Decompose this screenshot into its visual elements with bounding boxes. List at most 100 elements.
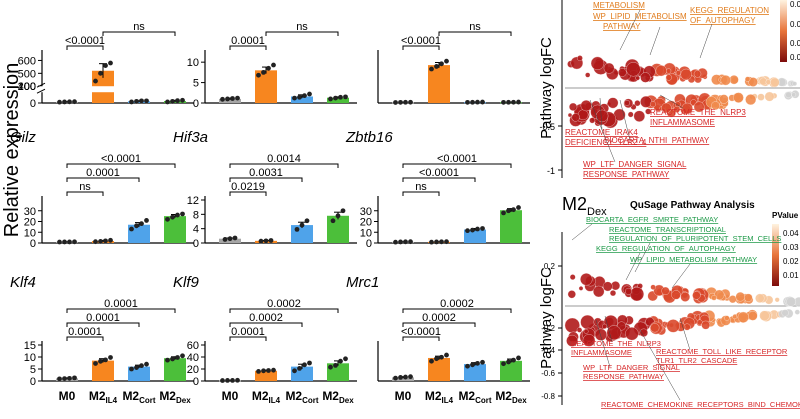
data-point — [72, 375, 77, 381]
significance-bracket — [438, 31, 512, 36]
significance-bracket — [402, 336, 440, 341]
pathway-bubble — [711, 295, 717, 301]
pathway-label: WP_LIPID_METABOLISM — [593, 12, 687, 21]
pathway-bubble — [737, 311, 749, 323]
y-tick-label: 0 — [193, 238, 199, 250]
y-tick-label: 400 — [18, 81, 36, 93]
qusage-y-axis-label: Pathway logFC — [538, 37, 555, 139]
leader-line — [671, 263, 691, 289]
significance-label: ns — [133, 21, 145, 33]
data-point — [470, 99, 475, 105]
qusage-title: QuSage Pathway Analysis — [630, 200, 755, 211]
y-tick-label: 0 — [30, 376, 36, 388]
significance-label: <0.0001 — [419, 167, 459, 179]
data-point — [398, 99, 403, 105]
data-point — [335, 213, 341, 219]
y-tick-label: -0.4 — [541, 346, 555, 355]
y-tick-label: 0.2 — [544, 262, 556, 271]
x-category-label: M2IL4 — [252, 389, 281, 405]
data-point — [170, 98, 175, 104]
data-point — [98, 358, 103, 364]
pathway-bubble — [745, 94, 757, 106]
bar-panels: 0100200400500600<0.0001ns05100.0001ns<0.… — [10, 21, 530, 388]
pathway-bubble — [693, 101, 705, 113]
pathway-bubble — [650, 284, 656, 290]
data-point — [297, 94, 302, 100]
bar-M2_Cort — [291, 96, 313, 103]
data-point — [393, 375, 398, 381]
data-point — [57, 376, 62, 382]
colorbar-tick-label: 0.03 — [790, 20, 800, 29]
significance-label: ns — [296, 21, 308, 33]
data-point — [93, 239, 98, 245]
data-point — [429, 66, 434, 72]
leader-line — [619, 99, 631, 141]
bar-panel-5: Hif3a 0 4 8 12 0.0219 0.0031 0.0014 — [173, 129, 357, 250]
axis-break-mark — [36, 88, 46, 94]
y-tick-label: 10 — [187, 57, 199, 69]
leader-line — [595, 319, 611, 368]
pathway-label: WP_LTF_DANGER_SIGNAL — [583, 160, 687, 169]
significance-label: <0.0001 — [401, 326, 441, 338]
y-tick-label: 200 — [18, 81, 36, 93]
data-point — [175, 98, 180, 104]
bar-M0 — [219, 380, 241, 382]
pathway-bubble — [764, 91, 775, 102]
leader-line — [604, 315, 613, 343]
data-point — [434, 239, 439, 245]
data-point — [480, 226, 485, 231]
pathway-bubble — [681, 102, 693, 114]
data-point — [516, 205, 521, 210]
significance-bracket — [229, 308, 339, 313]
pathway-bubble — [748, 311, 758, 321]
data-point — [98, 70, 103, 76]
data-point — [230, 96, 235, 101]
pathway-bubble — [744, 76, 751, 82]
y-tick-label: 5 — [193, 78, 199, 90]
significance-bracket — [66, 191, 104, 196]
y-tick-label: 10 — [360, 227, 372, 239]
pathway-bubbles — [564, 273, 800, 347]
bar-M0 — [219, 98, 241, 103]
data-point — [235, 95, 240, 101]
data-point — [256, 369, 261, 374]
data-point — [480, 359, 485, 365]
pathway-bubble — [578, 286, 584, 291]
bar-M0 — [392, 377, 414, 381]
bar-M2_IL4 — [92, 241, 114, 243]
data-point — [170, 214, 175, 220]
y-tick-label: 10 — [24, 227, 36, 239]
panel-title: Zbtb16 — [345, 129, 393, 146]
pathway-bubble — [640, 72, 651, 83]
pathway-bubble — [566, 334, 578, 347]
x-category-label: M2IL4 — [425, 389, 454, 405]
pathway-bubble — [569, 274, 576, 280]
pathway-bubble — [666, 319, 680, 333]
qusage-panel: -0.5 -1 0.04 0.03 0.02 0.01 METABOLISM WP_LIPID… — [538, 0, 800, 409]
pathway-bubble — [671, 290, 681, 300]
panel-title: Gilz — [10, 129, 36, 146]
pathway-bubble — [603, 62, 615, 74]
data-point — [343, 356, 348, 362]
bar-M0 — [56, 241, 78, 243]
data-point — [297, 366, 302, 371]
pathway-bubble — [576, 327, 583, 333]
significance-bracket — [229, 322, 303, 327]
data-point — [393, 239, 398, 245]
data-point — [180, 353, 185, 359]
x-category-label: M2Cort — [122, 389, 155, 405]
data-point — [302, 362, 307, 368]
data-point — [465, 363, 470, 369]
data-point — [408, 99, 413, 105]
pathway-bubble — [627, 111, 634, 118]
pathway-label: REACTOME_IRAK4 — [565, 128, 638, 137]
pathway-bubble — [665, 74, 672, 81]
pathway-bubble — [661, 286, 670, 295]
data-point — [129, 366, 134, 372]
significance-bracket — [402, 308, 512, 313]
y-tick-label: 20 — [24, 217, 36, 229]
bar-panel-2: 0 5 10 0.0001 ns — [187, 21, 357, 110]
x-category-label: M0 — [222, 389, 239, 403]
data-point — [220, 378, 225, 383]
